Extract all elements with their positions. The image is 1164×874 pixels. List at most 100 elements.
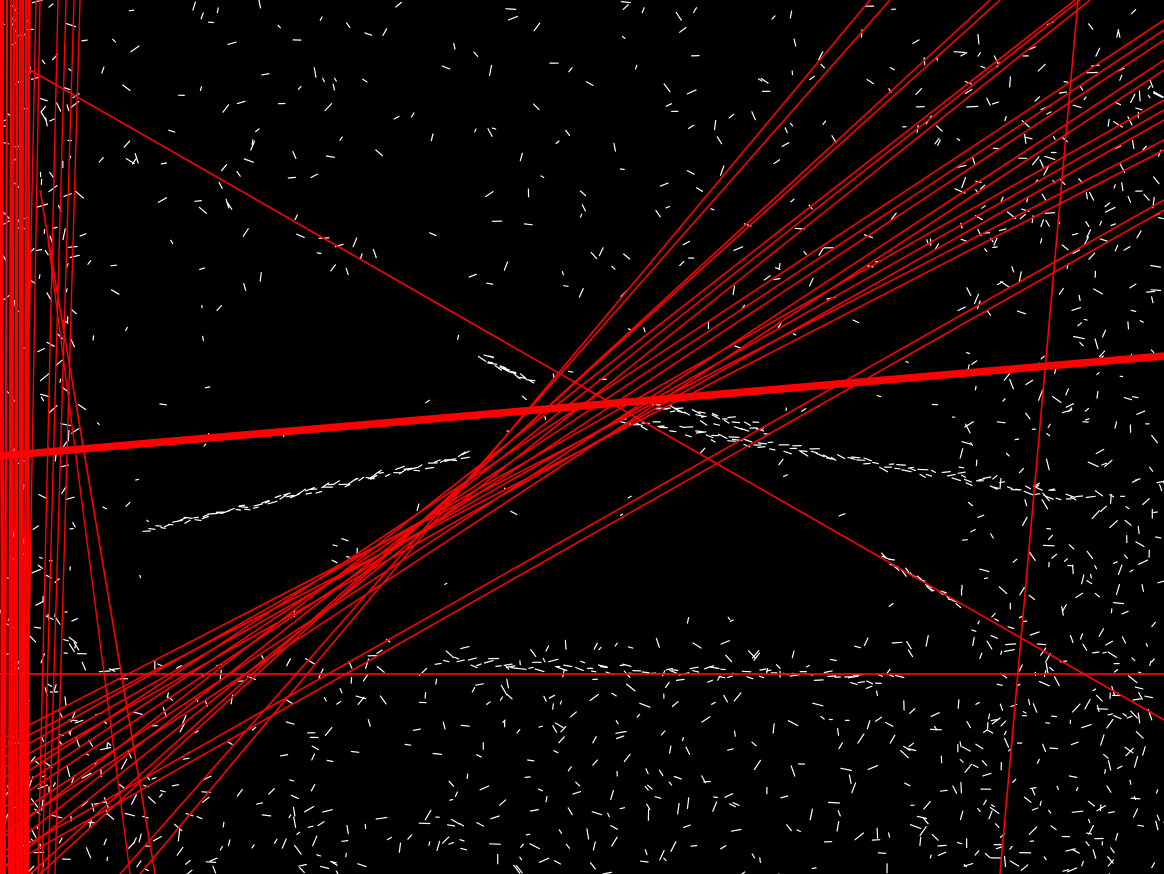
edge-segment [92, 335, 95, 341]
edge-segment [941, 471, 951, 474]
edge-segment [449, 459, 458, 462]
edge-segment [445, 650, 455, 659]
edge-segment [1088, 191, 1095, 201]
edge-segment [285, 721, 295, 725]
edge-segment [799, 450, 809, 457]
edge-segment [53, 684, 57, 692]
edge-segment [485, 191, 494, 198]
edge-segment [686, 616, 690, 624]
hough-line [0, 353, 1164, 455]
edge-segment [999, 703, 1004, 711]
edge-segment [554, 722, 564, 729]
edge-segment [929, 854, 932, 859]
edge-segment [569, 711, 577, 718]
edge-segment [1132, 808, 1139, 818]
edge-segment [323, 696, 327, 702]
edge-segment [977, 33, 980, 45]
edge-segment [1028, 551, 1036, 562]
edge-segment [1099, 238, 1109, 242]
edge-segment [1081, 723, 1092, 729]
edge-segment [1045, 458, 1050, 471]
edge-segment [1099, 505, 1108, 512]
edge-segment [931, 833, 939, 841]
edge-segment [376, 649, 383, 655]
edge-segment [370, 474, 378, 480]
edge-segment [202, 796, 210, 803]
edge-segment [1005, 452, 1010, 457]
edge-segment [1039, 800, 1042, 806]
edge-segment [1087, 461, 1099, 468]
edge-segment [196, 815, 203, 820]
edge-segment [502, 719, 506, 724]
edge-segment [1084, 407, 1090, 412]
edge-segment [1117, 564, 1123, 576]
edge-segment [127, 749, 132, 759]
edge-segment [71, 617, 79, 622]
edge-segment [939, 789, 948, 792]
edge-segment [731, 421, 741, 424]
edge-segment [837, 810, 841, 817]
edge-segment [555, 140, 560, 145]
edge-segment [470, 664, 478, 669]
edge-segment [202, 335, 204, 341]
edge-segment [655, 209, 661, 218]
edge-segment [1096, 704, 1100, 713]
edge-segment [790, 765, 796, 777]
edge-segment [857, 733, 865, 744]
edge-segment [1147, 94, 1151, 99]
edge-segment [1095, 694, 1103, 702]
edge-segment [81, 772, 92, 779]
edge-segment [1096, 804, 1107, 812]
hough-line [0, 139, 1164, 741]
edge-segment [800, 408, 807, 412]
edge-segment [398, 468, 408, 475]
edge-segment [611, 265, 616, 270]
edge-segment [290, 794, 299, 800]
edge-segment [1055, 497, 1062, 501]
edge-segment [958, 466, 965, 469]
edge-segment [39, 393, 51, 398]
edge-segment [77, 403, 87, 411]
edge-segment [1080, 574, 1085, 585]
edge-segment [896, 464, 907, 466]
edge-segment [1126, 715, 1133, 719]
edge-segment [40, 111, 47, 121]
edge-segment [515, 667, 527, 670]
edge-segment [527, 379, 535, 384]
edge-segment [658, 769, 664, 777]
edge-segment [319, 16, 323, 21]
edge-segment [1011, 266, 1015, 273]
edge-segment [68, 636, 78, 644]
edge-segment [967, 501, 974, 507]
edge-segment [1104, 459, 1113, 468]
edge-segment [989, 806, 1000, 815]
edge-segment [81, 39, 88, 42]
edge-segment [159, 789, 166, 793]
edge-segment [444, 582, 448, 586]
edge-segment [251, 844, 255, 849]
edge-segment [479, 785, 490, 791]
edge-segment [1079, 633, 1084, 640]
edge-segment [772, 723, 775, 734]
edge-segment [439, 458, 447, 463]
edge-segment [543, 695, 547, 702]
edge-segment [671, 701, 679, 708]
edge-segment [158, 793, 163, 798]
edge-segment [1041, 193, 1047, 202]
edge-segment [364, 32, 373, 36]
edge-segment [1137, 712, 1141, 724]
edge-segment [487, 355, 494, 358]
edge-segment [48, 185, 58, 193]
edge-segment [809, 808, 814, 821]
edge-segment [890, 212, 897, 220]
edge-segment [243, 283, 247, 291]
edge-segment [1041, 499, 1049, 510]
edge-segment [805, 664, 810, 668]
edge-segment [592, 735, 597, 744]
edge-segment [700, 415, 707, 418]
edge-segment [634, 64, 638, 70]
edge-segment [294, 214, 298, 221]
edge-segment [499, 799, 507, 806]
edge-segment [1065, 848, 1076, 852]
edge-segment [615, 730, 627, 734]
